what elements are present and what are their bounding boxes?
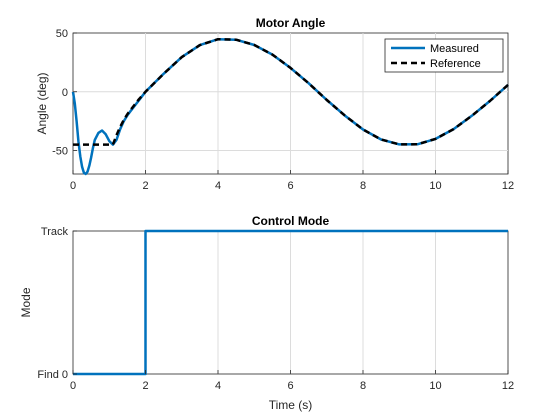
motor-angle-series-group [71, 37, 509, 176]
control-mode-ytick-label: Track [41, 226, 69, 238]
control-mode-ylabel: Mode [19, 287, 33, 317]
motor-angle-title: Motor Angle [256, 16, 326, 30]
motor-angle-xtick-label: 0 [70, 180, 76, 192]
control-mode-xtick-label: 10 [429, 380, 441, 392]
control-mode-xtick-label: 0 [70, 380, 76, 392]
control-mode-axes: 0 2 4 6 8 10 12 Track Find 0 Control Mode Mode T… [19, 214, 514, 412]
legend-label-reference: Reference [430, 58, 481, 70]
control-mode-xtick-label: 12 [502, 380, 514, 392]
motor-angle-xtick-label: 4 [215, 180, 221, 192]
legend-label-measured: Measured [430, 43, 479, 55]
motor-angle-xtick-label: 6 [287, 180, 293, 192]
legend-box [384, 38, 504, 73]
control-mode-xtick-label: 2 [142, 380, 148, 392]
control-mode-ticks: 0 2 4 6 8 10 12 Track Find 0 [37, 226, 514, 392]
motor-angle-series-reference-line [73, 37, 509, 146]
control-mode-xlabel: Time (s) [269, 398, 313, 412]
motor-angle-ytick-label: -50 [52, 146, 68, 158]
control-mode-series-group [73, 229, 508, 376]
control-mode-xtick-label: 4 [215, 380, 221, 392]
control-mode-ytick-label: Find 0 [37, 369, 68, 381]
motor-angle-ytick-label: 0 [62, 87, 68, 99]
motor-angle-xtick-label: 12 [502, 180, 514, 192]
control-mode-xtick-label: 8 [360, 380, 366, 392]
control-mode-series-mode-line [73, 229, 508, 376]
control-mode-title: Control Mode [252, 214, 330, 228]
control-mode-xtick-label: 6 [287, 380, 293, 392]
motor-angle-xtick-label: 2 [142, 180, 148, 192]
motor-angle-ticks: 0 2 4 6 8 10 12 50 0 -50 [52, 28, 514, 192]
motor-angle-ylabel: Angle (deg) [35, 72, 49, 134]
motor-angle-xtick-label: 10 [429, 180, 441, 192]
motor-angle-ytick-label: 50 [56, 28, 68, 40]
motor-angle-xtick-label: 8 [360, 180, 366, 192]
legend: Measured Reference [384, 38, 504, 73]
